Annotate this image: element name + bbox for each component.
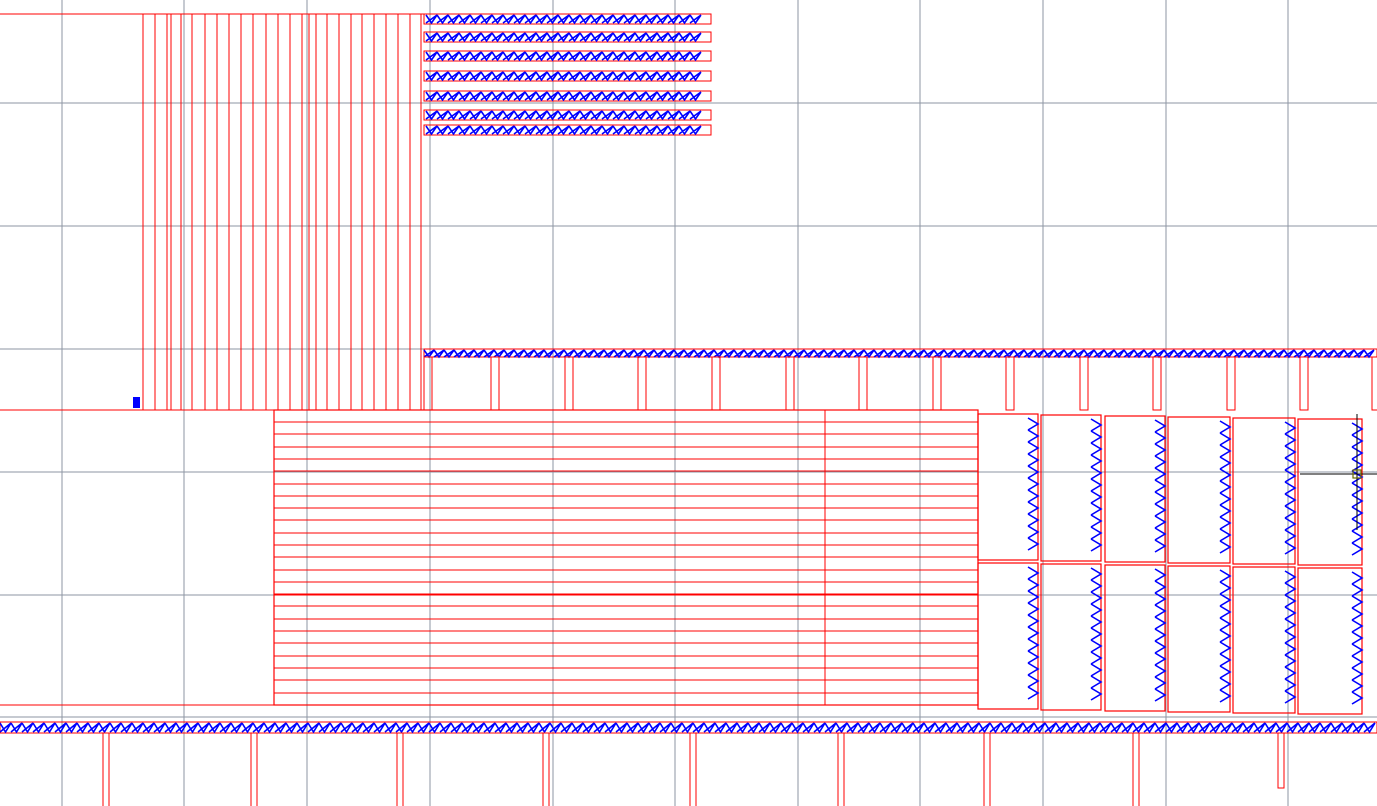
bottom-truss-post[interactable]: [983, 732, 991, 806]
top-truss-element[interactable]: [423, 31, 712, 43]
top-truss-element[interactable]: [423, 90, 712, 102]
middle-truss-post[interactable]: [1005, 356, 1015, 411]
bottom-truss-chord-box[interactable]: [0, 721, 1377, 734]
top-truss-chord-box: [423, 90, 712, 102]
frame-bay-lower: [1297, 567, 1363, 715]
frame-bay-lower: [1167, 565, 1231, 713]
middle-truss-post[interactable]: [1226, 356, 1236, 411]
top-truss-web: [425, 110, 702, 121]
top-truss-element[interactable]: [423, 109, 712, 121]
frame-bay-lower: [1040, 563, 1102, 711]
top-truss-element[interactable]: [423, 70, 712, 82]
frame-bay-upper: [1297, 418, 1363, 566]
frame-bay[interactable]: [977, 413, 1040, 710]
top-truss-element[interactable]: [423, 124, 712, 136]
frame-bay-truss-upper: [1219, 420, 1232, 554]
frame-bay[interactable]: [1167, 416, 1232, 713]
bottom-truss-post[interactable]: [1132, 732, 1140, 806]
vertical-member-group[interactable]: [0, 13, 424, 411]
frame-bay-truss-upper: [1351, 422, 1364, 556]
top-truss-element[interactable]: [423, 50, 712, 62]
frame-bay-lower: [1104, 564, 1166, 712]
frame-bay-truss-lower: [1284, 570, 1297, 704]
frame-bay-upper: [1167, 416, 1231, 564]
top-truss-element[interactable]: [423, 13, 712, 25]
crosshair-pickbox: [1352, 469, 1362, 479]
frame-bay-truss-upper: [1090, 418, 1103, 552]
frame-bay-lower: [977, 562, 1039, 710]
bottom-truss-post[interactable]: [1277, 732, 1285, 789]
frame-bay-lower: [1232, 566, 1296, 714]
top-truss-web: [425, 51, 702, 62]
top-truss-chord-box: [423, 13, 712, 25]
frame-bay[interactable]: [1040, 414, 1103, 711]
top-truss-chord-box: [423, 70, 712, 82]
frame-bay[interactable]: [1297, 418, 1364, 715]
middle-truss-row[interactable]: [423, 348, 1377, 411]
middle-truss-post[interactable]: [1152, 356, 1162, 411]
top-truss-web: [425, 71, 702, 82]
frame-bay-upper: [1232, 417, 1296, 565]
top-truss-web: [425, 91, 702, 102]
middle-truss-post[interactable]: [1079, 356, 1089, 411]
middle-truss-post[interactable]: [1299, 356, 1309, 411]
bottom-truss-row[interactable]: [0, 721, 1377, 806]
top-truss-chord-box: [423, 124, 712, 136]
middle-truss-chord-box[interactable]: [423, 348, 1377, 358]
frame-bay-truss-upper: [1284, 421, 1297, 555]
bottom-truss-post[interactable]: [689, 732, 697, 806]
middle-truss-post[interactable]: [1371, 356, 1377, 411]
selection-marker[interactable]: [133, 397, 140, 408]
frame-bay-upper: [977, 413, 1039, 561]
annotation-layer: [133, 397, 1377, 530]
top-truss-web: [425, 14, 702, 25]
crosshair-cursor[interactable]: [1300, 414, 1377, 530]
bottom-truss-post[interactable]: [102, 732, 110, 806]
right-frame-bays[interactable]: [977, 413, 1364, 715]
frame-bay-truss-upper: [1027, 417, 1040, 551]
frame-bay-truss-lower: [1351, 571, 1364, 705]
frame-bay[interactable]: [1232, 417, 1297, 714]
top-truss-web: [425, 32, 702, 43]
frame-bay-truss-lower: [1154, 568, 1167, 702]
frame-bay-truss-upper: [1154, 419, 1167, 553]
frame-bay-truss-lower: [1090, 567, 1103, 701]
top-truss-chord-box: [423, 50, 712, 62]
frame-bay-upper: [1104, 415, 1166, 563]
bottom-truss-web: [0, 722, 1376, 734]
top-truss-chord-box: [423, 109, 712, 121]
frame-bay[interactable]: [1104, 415, 1167, 712]
frame-bay-truss-lower: [1219, 569, 1232, 703]
bottom-truss-post[interactable]: [837, 732, 845, 806]
frame-bay-upper: [1040, 414, 1102, 562]
bottom-truss-post[interactable]: [542, 732, 550, 806]
top-truss-web: [425, 125, 702, 136]
top-truss-stack[interactable]: [423, 13, 712, 136]
frame-bay-truss-lower: [1027, 566, 1040, 700]
horizontal-member-group[interactable]: [0, 409, 979, 706]
top-truss-chord-box: [423, 31, 712, 43]
bottom-truss-post[interactable]: [396, 732, 404, 806]
bottom-truss-post[interactable]: [250, 732, 258, 806]
